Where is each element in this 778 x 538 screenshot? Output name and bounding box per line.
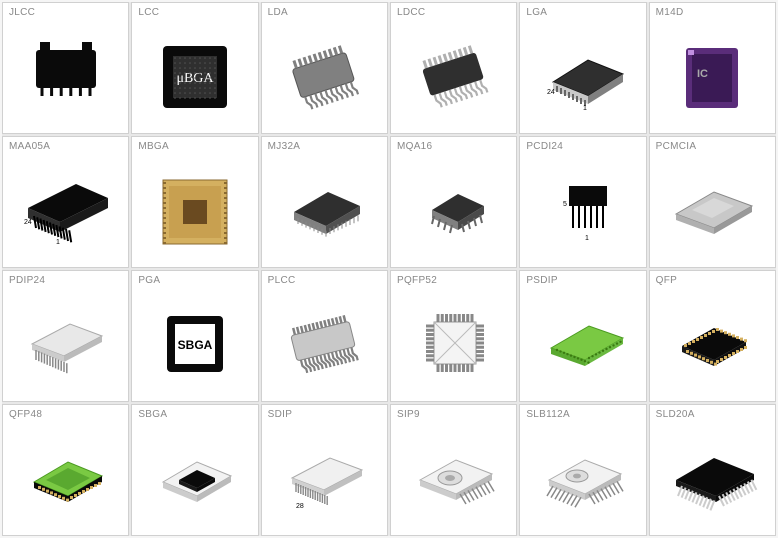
package-icon-jlcc bbox=[3, 20, 128, 133]
package-icon-lga: 24 1 bbox=[520, 20, 645, 133]
package-label: PLCC bbox=[262, 271, 387, 288]
package-label: SLB112A bbox=[520, 405, 645, 422]
svg-text:1: 1 bbox=[56, 239, 60, 246]
package-icon-mj32a bbox=[262, 154, 387, 267]
package-icon-m14d: IC bbox=[650, 20, 775, 133]
package-icon-slb112a bbox=[520, 422, 645, 535]
package-cell-pcdi24[interactable]: PCDI24 51 bbox=[519, 136, 646, 268]
package-icon-qfp bbox=[650, 288, 775, 401]
package-label: LCC bbox=[132, 3, 257, 20]
package-label: SDIP bbox=[262, 405, 387, 422]
package-cell-mj32a[interactable]: MJ32A bbox=[261, 136, 388, 268]
svg-text:IC: IC bbox=[697, 68, 708, 80]
package-cell-mbga[interactable]: MBGA bbox=[131, 136, 258, 268]
package-icon-lda bbox=[262, 20, 387, 133]
package-icon-sbga bbox=[132, 422, 257, 535]
package-icon-mbga bbox=[132, 154, 257, 267]
svg-text:1: 1 bbox=[583, 105, 587, 112]
package-cell-sld20a[interactable]: SLD20A bbox=[649, 404, 776, 536]
package-label: JLCC bbox=[3, 3, 128, 20]
package-cell-lcc[interactable]: LCC μBGA bbox=[131, 2, 258, 134]
package-label: LDCC bbox=[391, 3, 516, 20]
package-cell-psdip[interactable]: PSDIP bbox=[519, 270, 646, 402]
package-label: PCDI24 bbox=[520, 137, 645, 154]
package-label: PSDIP bbox=[520, 271, 645, 288]
package-icon-lcc: μBGA bbox=[132, 20, 257, 133]
package-label: SIP9 bbox=[391, 405, 516, 422]
package-cell-pga[interactable]: PGA SBGA bbox=[131, 270, 258, 402]
package-icon-pcmcia bbox=[650, 154, 775, 267]
package-cell-sbga[interactable]: SBGA bbox=[131, 404, 258, 536]
package-cell-qfp[interactable]: QFP bbox=[649, 270, 776, 402]
package-label: PCMCIA bbox=[650, 137, 775, 154]
package-label: MAA05A bbox=[3, 137, 128, 154]
package-label: PDIP24 bbox=[3, 271, 128, 288]
svg-text:28: 28 bbox=[296, 503, 304, 510]
package-icon-ldcc bbox=[391, 20, 516, 133]
package-cell-ldcc[interactable]: LDCC bbox=[390, 2, 517, 134]
package-grid: JLCC LCC μBGA LDA LDCC LGA 24 1 M14D IC MA… bbox=[2, 2, 776, 536]
package-icon-psdip bbox=[520, 288, 645, 401]
package-cell-maa05a[interactable]: MAA05A 24 1 bbox=[2, 136, 129, 268]
svg-text:24: 24 bbox=[24, 219, 32, 226]
package-icon-maa05a: 24 1 bbox=[3, 154, 128, 267]
package-cell-pdip24[interactable]: PDIP24 bbox=[2, 270, 129, 402]
package-cell-pqfp52[interactable]: PQFP52 bbox=[390, 270, 517, 402]
package-label: PQFP52 bbox=[391, 271, 516, 288]
package-icon-plcc bbox=[262, 288, 387, 401]
package-label: MBGA bbox=[132, 137, 257, 154]
package-label: SBGA bbox=[132, 405, 257, 422]
package-label: MJ32A bbox=[262, 137, 387, 154]
svg-text:1: 1 bbox=[585, 235, 589, 242]
package-cell-sip9[interactable]: SIP9 bbox=[390, 404, 517, 536]
package-icon-sld20a bbox=[650, 422, 775, 535]
package-label: MQA16 bbox=[391, 137, 516, 154]
package-icon-sdip: 28 bbox=[262, 422, 387, 535]
svg-text:5: 5 bbox=[563, 201, 567, 208]
package-label: LGA bbox=[520, 3, 645, 20]
package-label: SLD20A bbox=[650, 405, 775, 422]
svg-text:24: 24 bbox=[547, 89, 555, 96]
package-cell-plcc[interactable]: PLCC bbox=[261, 270, 388, 402]
svg-text:SBGA: SBGA bbox=[178, 338, 213, 352]
package-icon-qfp48 bbox=[3, 422, 128, 535]
package-label: M14D bbox=[650, 3, 775, 20]
package-cell-jlcc[interactable]: JLCC bbox=[2, 2, 129, 134]
package-cell-pcmcia[interactable]: PCMCIA bbox=[649, 136, 776, 268]
package-icon-mqa16 bbox=[391, 154, 516, 267]
package-icon-pqfp52 bbox=[391, 288, 516, 401]
package-label: PGA bbox=[132, 271, 257, 288]
package-icon-sip9 bbox=[391, 422, 516, 535]
package-icon-pga: SBGA bbox=[132, 288, 257, 401]
package-cell-sdip[interactable]: SDIP 28 bbox=[261, 404, 388, 536]
package-cell-lga[interactable]: LGA 24 1 bbox=[519, 2, 646, 134]
package-cell-slb112a[interactable]: SLB112A bbox=[519, 404, 646, 536]
package-cell-qfp48[interactable]: QFP48 bbox=[2, 404, 129, 536]
package-cell-mqa16[interactable]: MQA16 bbox=[390, 136, 517, 268]
package-label: QFP48 bbox=[3, 405, 128, 422]
package-cell-lda[interactable]: LDA bbox=[261, 2, 388, 134]
package-label: LDA bbox=[262, 3, 387, 20]
package-icon-pdip24 bbox=[3, 288, 128, 401]
package-label: QFP bbox=[650, 271, 775, 288]
package-icon-pcdi24: 51 bbox=[520, 154, 645, 267]
package-cell-m14d[interactable]: M14D IC bbox=[649, 2, 776, 134]
